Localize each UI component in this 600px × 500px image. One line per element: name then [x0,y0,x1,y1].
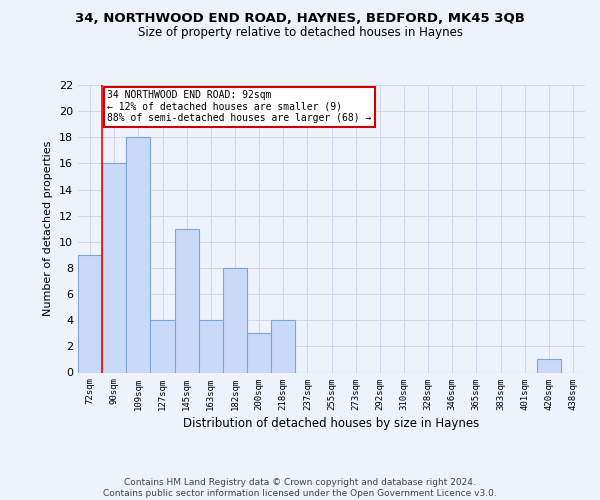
Text: 34 NORTHWOOD END ROAD: 92sqm
← 12% of detached houses are smaller (9)
88% of sem: 34 NORTHWOOD END ROAD: 92sqm ← 12% of de… [107,90,371,124]
Bar [175,229,199,372]
Text: Size of property relative to detached houses in Haynes: Size of property relative to detached ho… [137,26,463,39]
Bar [247,334,271,372]
Bar [102,164,126,372]
Bar [78,255,102,372]
X-axis label: Distribution of detached houses by size in Haynes: Distribution of detached houses by size … [184,416,479,430]
Bar [151,320,175,372]
Bar [199,320,223,372]
Bar [223,268,247,372]
Bar [271,320,295,372]
Text: 34, NORTHWOOD END ROAD, HAYNES, BEDFORD, MK45 3QB: 34, NORTHWOOD END ROAD, HAYNES, BEDFORD,… [75,12,525,26]
Bar [537,360,561,372]
Bar [126,138,151,372]
Y-axis label: Number of detached properties: Number of detached properties [43,141,53,316]
Text: Contains HM Land Registry data © Crown copyright and database right 2024.
Contai: Contains HM Land Registry data © Crown c… [103,478,497,498]
